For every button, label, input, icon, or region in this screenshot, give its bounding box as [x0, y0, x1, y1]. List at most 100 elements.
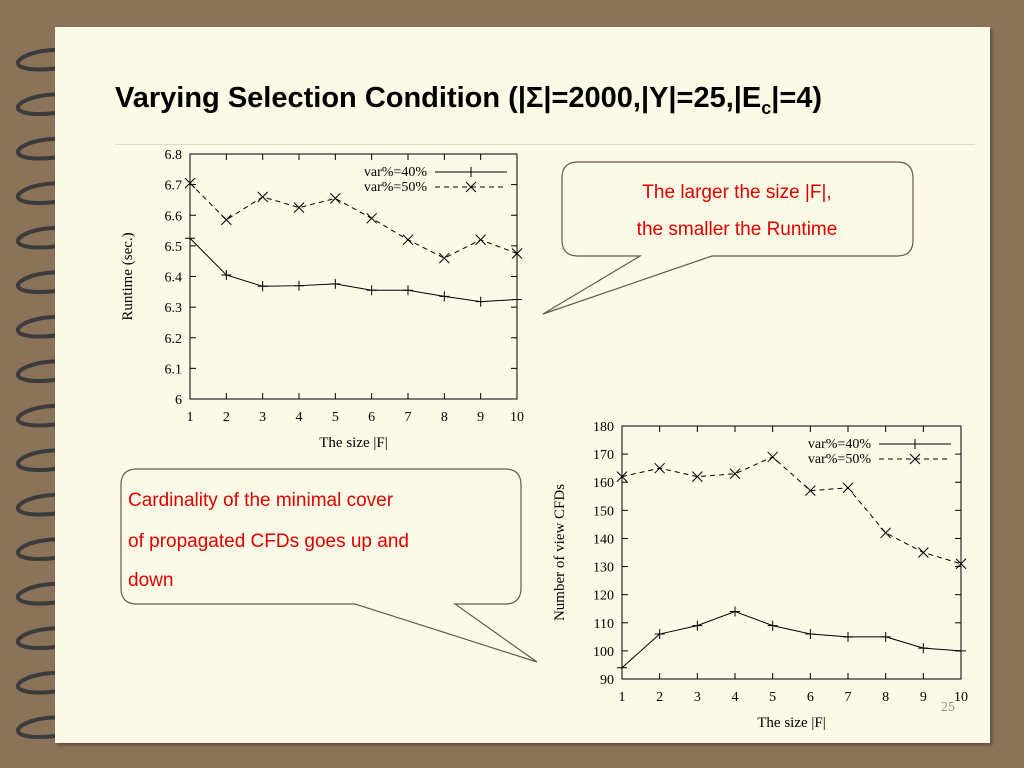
cfds-data-point: [691, 471, 703, 482]
cfds-data-point: [616, 471, 628, 482]
runtime-legend-marker: [465, 181, 477, 193]
binding-ring: [16, 492, 76, 517]
cfds-xtick-label: 8: [882, 690, 889, 705]
runtime-xtick-label: 3: [259, 410, 266, 425]
cfds-plot-frame: [621, 425, 962, 680]
cfds-ytick-label: 130: [593, 561, 614, 576]
runtime-series-line-1: [189, 237, 518, 303]
page-number: 25: [941, 700, 955, 715]
cfds-legend-marker: [909, 453, 921, 465]
cfds-data-point: [692, 620, 703, 631]
binding-ring: [16, 314, 76, 339]
cfds-xtick-label: 6: [807, 690, 814, 705]
runtime-data-point: [257, 281, 268, 292]
cfds-data-point: [955, 558, 967, 570]
cfds-data-point: [767, 451, 779, 463]
binding-ring: [16, 626, 76, 650]
cfds-xtick-label: 5: [769, 690, 776, 705]
title-divider: [115, 144, 975, 145]
runtime-data-point: [185, 233, 195, 244]
cfds-xaxis-label: The size |F|: [757, 715, 826, 731]
binding-ring: [16, 359, 76, 383]
runtime-ytick-label: 6.3: [165, 301, 183, 316]
runtime-ytick-label: 6.2: [165, 332, 183, 347]
cfds-data-point: [880, 631, 891, 642]
runtime-legend-marker: [466, 167, 476, 177]
cfds-data-point: [843, 631, 853, 642]
cfds-legend-marker: [910, 439, 920, 449]
binding-ring: [16, 47, 76, 72]
binding-ring: [16, 181, 76, 205]
runtime-data-point: [475, 296, 486, 307]
runtime-data-point: [330, 278, 341, 289]
cfds-series-line-1: [621, 610, 962, 669]
binding-ring: [16, 537, 76, 561]
callout-bottom: Cardinality of the minimal cover of prop…: [120, 468, 538, 663]
cfds-legend-label: var%=40%: [808, 437, 871, 452]
cfds-ytick-label: 150: [593, 504, 614, 519]
runtime-data-point: [221, 269, 232, 280]
runtime-xtick-label: 10: [510, 410, 524, 425]
cfds-ytick-label: 90: [600, 673, 614, 688]
cfds-data-point: [729, 468, 741, 480]
cfds-xtick-label: 1: [619, 690, 626, 705]
runtime-data-point: [366, 212, 378, 224]
runtime-data-point: [402, 234, 414, 246]
cfds-xtick-label: 7: [845, 690, 852, 705]
binding-ring: [16, 448, 76, 472]
binding-ring: [16, 715, 76, 739]
runtime-data-point: [439, 291, 450, 302]
runtime-xtick-label: 8: [441, 410, 448, 425]
runtime-xtick-label: 9: [477, 410, 484, 425]
runtime-data-point: [512, 294, 522, 305]
runtime-series-line-2: [189, 182, 518, 259]
runtime-data-point: [293, 202, 305, 213]
cfds-series-line-2: [621, 456, 962, 565]
callout-top-line2: the smaller the Runtime: [637, 219, 838, 240]
view-cfds-chart: 90 100 110 120 130 140 150 160 170 180 1 2 3 4 5 6 7 8 9 10…: [552, 420, 968, 731]
runtime-xtick-label: 7: [405, 410, 412, 425]
binding-ring: [16, 225, 76, 250]
slide-title: Varying Selection Condition (|Σ|=2000,|Y…: [115, 82, 823, 118]
runtime-data-point: [438, 252, 450, 264]
binding-ring: [16, 403, 76, 428]
runtime-ytick-label: 6.6: [165, 209, 183, 224]
runtime-data-point: [403, 285, 413, 296]
cfds-ytick-label: 110: [594, 617, 614, 632]
binding-ring: [16, 670, 76, 695]
runtime-data-point: [184, 177, 196, 189]
runtime-ytick-label: 6.5: [165, 240, 183, 255]
runtime-ytick-label: 6.7: [165, 179, 183, 194]
runtime-chart: 6 6.1 6.2 6.3 6.4 6.5 6.6 6.7 6.8 1 2 3 4 5 6 7 8 9 10 The …: [120, 148, 524, 451]
cfds-data-point: [654, 629, 665, 640]
runtime-xaxis-label: The size |F|: [319, 435, 388, 451]
runtime-ytick-label: 6: [175, 393, 182, 408]
cfds-data-point: [842, 482, 854, 494]
runtime-legend-label: var%=50%: [364, 180, 427, 195]
cfds-xtick-label: 2: [656, 690, 663, 705]
cfds-ytick-label: 180: [593, 420, 614, 435]
runtime-data-point: [329, 193, 341, 204]
cfds-xtick-label: 10: [954, 690, 968, 705]
runtime-data-point: [294, 280, 304, 291]
callout-bottom-line1: Cardinality of the minimal cover: [128, 490, 394, 511]
runtime-xtick-label: 2: [223, 410, 230, 425]
cfds-ytick-label: 160: [593, 476, 614, 491]
cfds-data-point: [617, 662, 627, 673]
binding-ring: [16, 136, 76, 161]
runtime-xtick-label: 6: [368, 410, 375, 425]
cfds-ytick-label: 120: [593, 589, 614, 604]
runtime-xtick-label: 5: [332, 410, 339, 425]
runtime-legend-label: var%=40%: [364, 165, 427, 180]
cfds-data-point: [654, 462, 666, 474]
runtime-ytick-label: 6.4: [165, 271, 183, 286]
callout-top: The larger the size |F|, the smaller the…: [542, 161, 914, 315]
binding-ring: [16, 92, 76, 116]
cfds-data-point: [804, 485, 816, 497]
binding-ring: [16, 270, 76, 294]
cfds-ytick-label: 140: [593, 532, 614, 547]
callout-bottom-line3: down: [128, 570, 173, 591]
runtime-yaxis-label: Runtime (sec.): [120, 232, 136, 320]
runtime-data-point: [475, 234, 487, 246]
cfds-data-point: [917, 547, 929, 558]
